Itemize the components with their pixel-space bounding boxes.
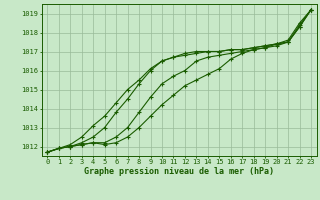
X-axis label: Graphe pression niveau de la mer (hPa): Graphe pression niveau de la mer (hPa) [84,167,274,176]
